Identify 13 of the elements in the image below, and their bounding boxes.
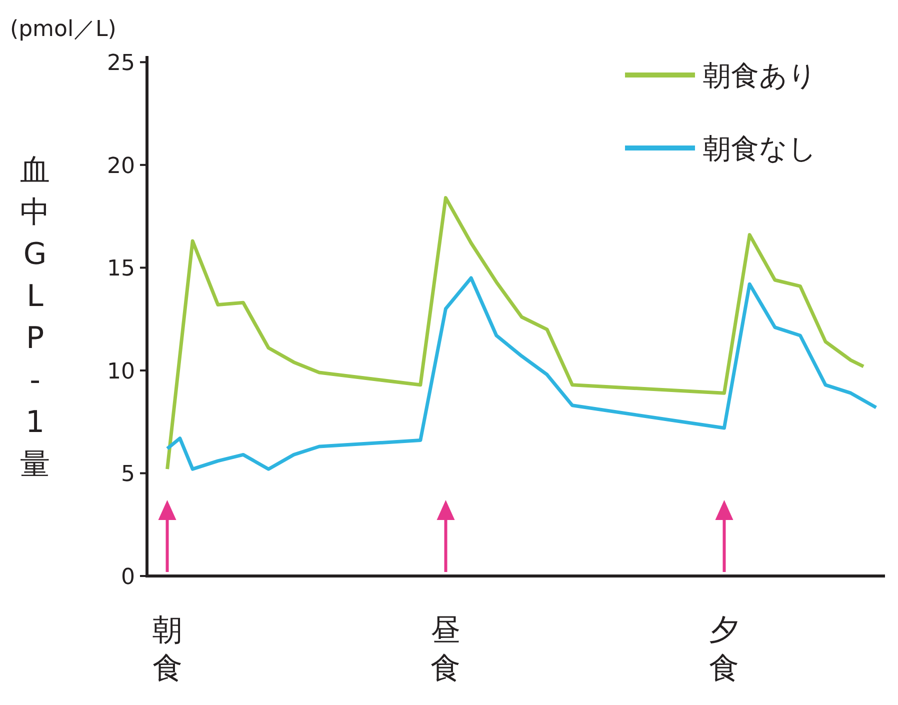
x-tick-label: 夕食: [709, 613, 740, 686]
y-tick-label: 15: [107, 256, 135, 282]
y-tick-label: 5: [121, 462, 135, 488]
y-tick-label: 0: [121, 565, 135, 590]
legend-label: 朝食なし: [703, 132, 817, 165]
x-tick-label: 朝食: [152, 613, 182, 686]
x-tick-label: 昼食: [430, 613, 461, 686]
y-tick-label: 25: [107, 51, 135, 76]
y-tick-label: 10: [107, 359, 135, 384]
text: (pmol／L): [10, 17, 116, 42]
y-axis-title: 血中GLP-1量: [20, 153, 50, 482]
legend-label: 朝食あり: [703, 59, 817, 92]
y-tick-label: 20: [107, 154, 135, 179]
